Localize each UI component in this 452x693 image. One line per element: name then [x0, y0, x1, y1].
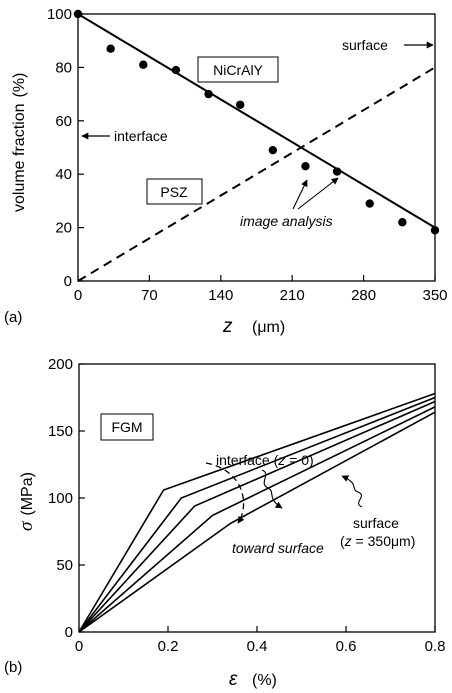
- series-line-nicraly: [77, 13, 436, 229]
- stress-strain-curve-1: [78, 392, 436, 633]
- data-point-image-analysis: [268, 145, 278, 155]
- panel-b-x-ticks: 0 0.2 0.4 0.6 0.8: [75, 626, 446, 655]
- data-point-image-analysis: [301, 161, 310, 171]
- surface-curve-label-2: (z = 350μm): [340, 533, 415, 549]
- y-tick-label: 0: [64, 273, 72, 290]
- x-tick-label: 0.2: [158, 638, 179, 655]
- panel-a-plot: [73, 9, 440, 282]
- data-point-image-analysis: [235, 100, 245, 109]
- x-tick-label: 0.8: [425, 638, 446, 655]
- y-tick-label: 80: [55, 59, 72, 76]
- toward-surface-arrow: [205, 462, 245, 524]
- panel-b-x-axis-unit: (%): [252, 672, 277, 689]
- psz-label-box: [146, 178, 203, 205]
- surface-curve-label-1: surface: [353, 515, 399, 531]
- image-analysis-label: image analysis: [240, 213, 333, 229]
- image-analysis-arrow-2: [297, 177, 339, 210]
- panel-a-y-ticks: 0 20 40 60 80 100: [47, 6, 84, 290]
- panel-b-y-ticks: 0 50 100 150 200: [48, 356, 85, 641]
- data-point-image-analysis: [332, 167, 342, 176]
- image-analysis-arrow-1: [292, 179, 308, 210]
- x-tick-label: 210: [280, 287, 305, 304]
- panel-b-label: (b): [4, 659, 22, 676]
- x-tick-label: 0: [74, 287, 82, 304]
- data-point-image-analysis: [106, 44, 115, 53]
- surface-wavy-leader: [341, 475, 363, 508]
- panel-b-x-axis-symbol: ε: [229, 669, 238, 690]
- data-point-image-analysis: [139, 60, 148, 69]
- interface-wavy-leader: [261, 469, 283, 509]
- x-tick-label: 350: [422, 287, 447, 304]
- x-tick-label: 0: [75, 638, 83, 655]
- y-tick-label: 50: [56, 557, 73, 574]
- psz-label: PSZ: [160, 184, 188, 200]
- panel-b-plot: [78, 392, 436, 633]
- y-tick-label: 0: [65, 624, 73, 641]
- nicraly-label: NiCrAlY: [213, 62, 263, 78]
- nicraly-label-box: [197, 56, 279, 83]
- surface-label: surface: [342, 37, 388, 53]
- series-line-psz: [77, 66, 436, 282]
- panel-a-label: (a): [4, 309, 22, 326]
- data-point-image-analysis: [398, 218, 407, 227]
- fgm-label-box: [100, 413, 154, 441]
- x-tick-label: 0.6: [336, 638, 357, 655]
- y-tick-label: 20: [55, 220, 72, 237]
- x-tick-label: 0.4: [247, 638, 268, 655]
- panel-a-x-axis-unit: (μm): [252, 319, 285, 336]
- y-tick-label: 200: [48, 356, 73, 373]
- panel-b-y-axis-label: σ(MPa): [16, 472, 37, 531]
- panel-b-frame: [78, 363, 436, 633]
- x-tick-label: 140: [208, 287, 233, 304]
- x-tick-label: 280: [351, 287, 376, 304]
- y-tick-label: 150: [48, 423, 73, 440]
- stress-strain-curve-3: [78, 400, 436, 633]
- panel-a-x-axis-symbol: z: [222, 316, 233, 337]
- stress-strain-curve-4: [78, 406, 436, 633]
- interface-label: interface: [114, 128, 168, 144]
- panel-a-frame: [77, 13, 436, 282]
- data-point-image-analysis: [365, 199, 374, 208]
- interface-curve-label: interface (z = 0): [216, 452, 314, 468]
- stress-strain-curve-2: [78, 396, 436, 633]
- y-tick-label: 100: [47, 6, 72, 23]
- panel-b: (b) 0 0.2 0.4 0.6 0.8 0 50 100 150 200 ε (%) σ(M…: [4, 356, 445, 690]
- fgm-label: FGM: [111, 419, 142, 435]
- panel-a-x-ticks: 0 70 140 210 280 350: [74, 275, 448, 304]
- panel-a-y-axis-label: volume fraction(%): [11, 73, 28, 212]
- y-tick-label: 60: [55, 113, 72, 130]
- data-point-image-analysis: [204, 89, 213, 99]
- stress-strain-curve-5: [78, 411, 436, 633]
- toward-surface-label: toward surface: [232, 540, 324, 556]
- x-tick-label: 70: [141, 287, 158, 304]
- data-point-image-analysis: [171, 65, 181, 75]
- y-tick-label: 100: [48, 490, 73, 507]
- y-tick-label: 40: [55, 166, 72, 183]
